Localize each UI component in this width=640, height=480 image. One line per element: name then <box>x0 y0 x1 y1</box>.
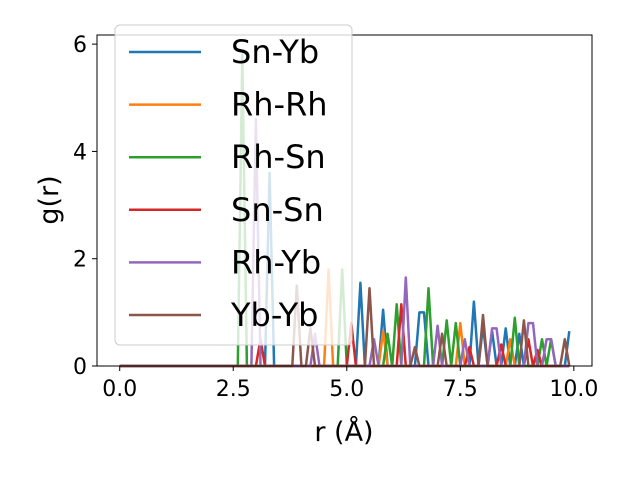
x-tick-label: 2.5 <box>216 377 251 402</box>
legend-item: Yb-Yb <box>129 296 318 334</box>
x-tick-label: 0.0 <box>102 377 137 402</box>
legend-label: Rh-Rh <box>231 86 328 124</box>
y-tick-label: 0 <box>73 355 87 380</box>
x-tick-label: 10.0 <box>549 377 598 402</box>
y-tick-label: 2 <box>73 248 87 273</box>
legend-label: Yb-Yb <box>230 296 318 334</box>
legend-label: Rh-Yb <box>231 243 321 281</box>
legend-item: Sn-Yb <box>129 33 319 71</box>
legend-label: Sn-Yb <box>231 33 319 71</box>
legend-item: Rh-Sn <box>129 138 326 176</box>
y-tick-label: 4 <box>73 140 87 165</box>
legend-item: Rh-Yb <box>129 243 321 281</box>
y-axis-label: g(r) <box>34 175 65 224</box>
x-tick-label: 5.0 <box>329 377 364 402</box>
legend-label: Rh-Sn <box>231 138 326 176</box>
legend-item: Rh-Rh <box>129 86 328 124</box>
x-axis: 0.0 2.5 5.0 7.5 10.0 <box>102 366 598 402</box>
y-tick-label: 6 <box>73 33 87 58</box>
legend-item: Sn-Sn <box>129 191 324 229</box>
x-tick-label: 7.5 <box>443 377 478 402</box>
legend-label: Sn-Sn <box>231 191 324 229</box>
x-axis-label: r (Å) <box>314 416 373 448</box>
legend: Sn-Yb Rh-Rh Rh-Sn Sn-Sn Rh-Yb Yb-Yb <box>114 24 353 346</box>
y-axis: 0 2 4 6 <box>73 33 97 380</box>
